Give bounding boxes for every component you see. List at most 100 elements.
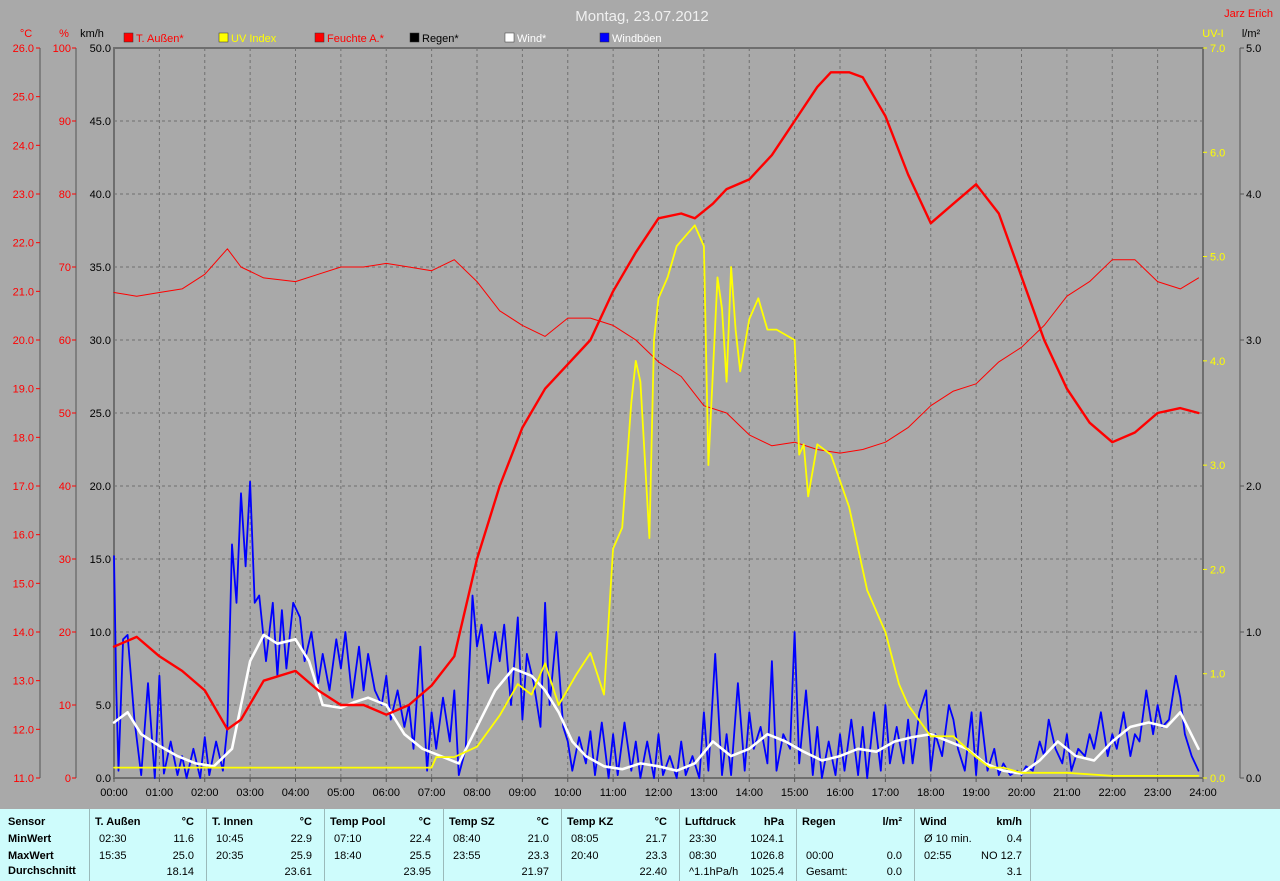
time-tick-label: 18:00 (917, 787, 945, 799)
stats-group-name: T. Außen (95, 816, 141, 828)
wind-unit-label: km/h (80, 28, 104, 40)
temp-tick-label: 25.0 (13, 92, 34, 104)
time-tick-label: 01:00 (146, 787, 174, 799)
stats-group-unit: °C (299, 816, 312, 828)
stats-time: 20:40 (571, 850, 599, 862)
stats-separator (324, 809, 325, 881)
humidity-tick-label: 70 (59, 262, 71, 274)
stats-value: 22.9 (290, 833, 312, 845)
legend-label: Windböen (612, 33, 662, 45)
uv-tick-label: 0.0 (1210, 773, 1225, 785)
time-tick-label: 13:00 (690, 787, 718, 799)
stats-group-name: Luftdruck (685, 816, 736, 828)
stats-value: 23.95 (403, 866, 431, 878)
stats-value: 21.7 (645, 833, 667, 845)
legend-item: UV Index (218, 32, 277, 45)
stats-group-name: Temp KZ (567, 816, 614, 828)
humidity-tick-label: 60 (59, 335, 71, 347)
legend-swatch (409, 32, 420, 43)
time-tick-label: 02:00 (191, 787, 219, 799)
wind-line (112, 633, 1200, 775)
stats-time: 10:45 (216, 833, 244, 845)
row-label-min: MinWert (8, 833, 52, 845)
time-tick-label: 24:00 (1189, 787, 1217, 799)
time-tick-label: 10:00 (554, 787, 582, 799)
stats-value: 18.14 (166, 866, 194, 878)
stats-separator (796, 809, 797, 881)
stats-time: 08:05 (571, 833, 599, 845)
time-tick-label: 17:00 (872, 787, 900, 799)
humidity-tick-label: 90 (59, 116, 71, 128)
stats-separator (561, 809, 562, 881)
time-tick-label: 05:00 (327, 787, 355, 799)
temp-tick-label: 24.0 (13, 140, 34, 152)
wind-tick-label: 20.0 (90, 481, 111, 493)
stats-time: Gesamt: (806, 866, 848, 878)
time-tick-label: 15:00 (781, 787, 809, 799)
stats-separator (206, 809, 207, 881)
stats-group-unit: l/m² (882, 816, 902, 828)
wind-tick-label: 35.0 (90, 262, 111, 274)
humidity-tick-label: 0 (65, 773, 71, 785)
stats-time: 02:55 (924, 850, 952, 862)
temp-tick-label: 15.0 (13, 578, 34, 590)
wind-tick-label: 50.0 (90, 43, 111, 55)
time-tick-label: 06:00 (372, 787, 400, 799)
wind-tick-label: 30.0 (90, 335, 111, 347)
wind-tick-label: 0.0 (96, 773, 111, 785)
rain-tick-label: 3.0 (1246, 335, 1261, 347)
row-label-sensor: Sensor (8, 816, 46, 828)
legend-swatch (599, 32, 610, 43)
rain-tick-label: 4.0 (1246, 189, 1261, 201)
temp-tick-label: 12.0 (13, 724, 34, 736)
legend-swatch (123, 32, 134, 43)
stats-value: 23.61 (284, 866, 312, 878)
time-tick-label: 16:00 (826, 787, 854, 799)
wind-tick-label: 25.0 (90, 408, 111, 420)
time-tick-label: 14:00 (735, 787, 763, 799)
time-tick-label: 03:00 (236, 787, 264, 799)
temp-tick-label: 26.0 (13, 43, 34, 55)
stats-time: 18:40 (334, 850, 362, 862)
stats-value: NO 12.7 (981, 850, 1022, 862)
legend-item: Feuchte A.* (314, 32, 385, 45)
stats-time: 15:35 (99, 850, 127, 862)
stats-value: 23.3 (527, 850, 549, 862)
temp-tick-label: 11.0 (13, 773, 34, 785)
stats-separator (1030, 809, 1031, 881)
stats-group-unit: km/h (996, 816, 1022, 828)
time-tick-label: 21:00 (1053, 787, 1081, 799)
stats-group-name: Temp SZ (449, 816, 495, 828)
stats-group-name: T. Innen (212, 816, 253, 828)
time-tick-label: 08:00 (463, 787, 491, 799)
legend-label: T. Außen* (136, 33, 184, 45)
legend-label: Feuchte A.* (327, 33, 385, 45)
time-tick-label: 19:00 (962, 787, 990, 799)
uv-tick-label: 3.0 (1210, 460, 1225, 472)
row-label-max: MaxWert (8, 850, 54, 862)
rain-unit-label: l/m² (1242, 28, 1261, 40)
rain-tick-label: 0.0 (1246, 773, 1261, 785)
stats-separator (914, 809, 915, 881)
stats-value: 11.6 (173, 833, 194, 845)
humidity-unit-label: % (59, 28, 69, 40)
stats-time: 08:40 (453, 833, 481, 845)
wind-tick-label: 5.0 (96, 700, 111, 712)
legend-item: T. Außen* (123, 32, 184, 45)
stats-value: 1025.4 (750, 866, 784, 878)
humidity-line (113, 248, 1199, 454)
rain-tick-label: 2.0 (1246, 481, 1261, 493)
stats-separator (443, 809, 444, 881)
time-tick-label: 11:00 (600, 787, 627, 799)
humidity-tick-label: 80 (59, 189, 71, 201)
time-tick-label: 00:00 (100, 787, 128, 799)
author-label: Jarz Erich (1224, 8, 1273, 20)
time-tick-label: 22:00 (1098, 787, 1126, 799)
temp-tick-label: 20.0 (13, 335, 34, 347)
temp-tick-label: 13.0 (13, 676, 34, 688)
stats-group-name: Temp Pool (330, 816, 386, 828)
humidity-tick-label: 20 (59, 627, 71, 639)
stats-time: 23:55 (453, 850, 481, 862)
weather-chart: Montag, 23.07.2012 Jarz Erich 00:00 01:00… (13, 8, 1273, 799)
humidity-tick-label: 100 (53, 43, 71, 55)
